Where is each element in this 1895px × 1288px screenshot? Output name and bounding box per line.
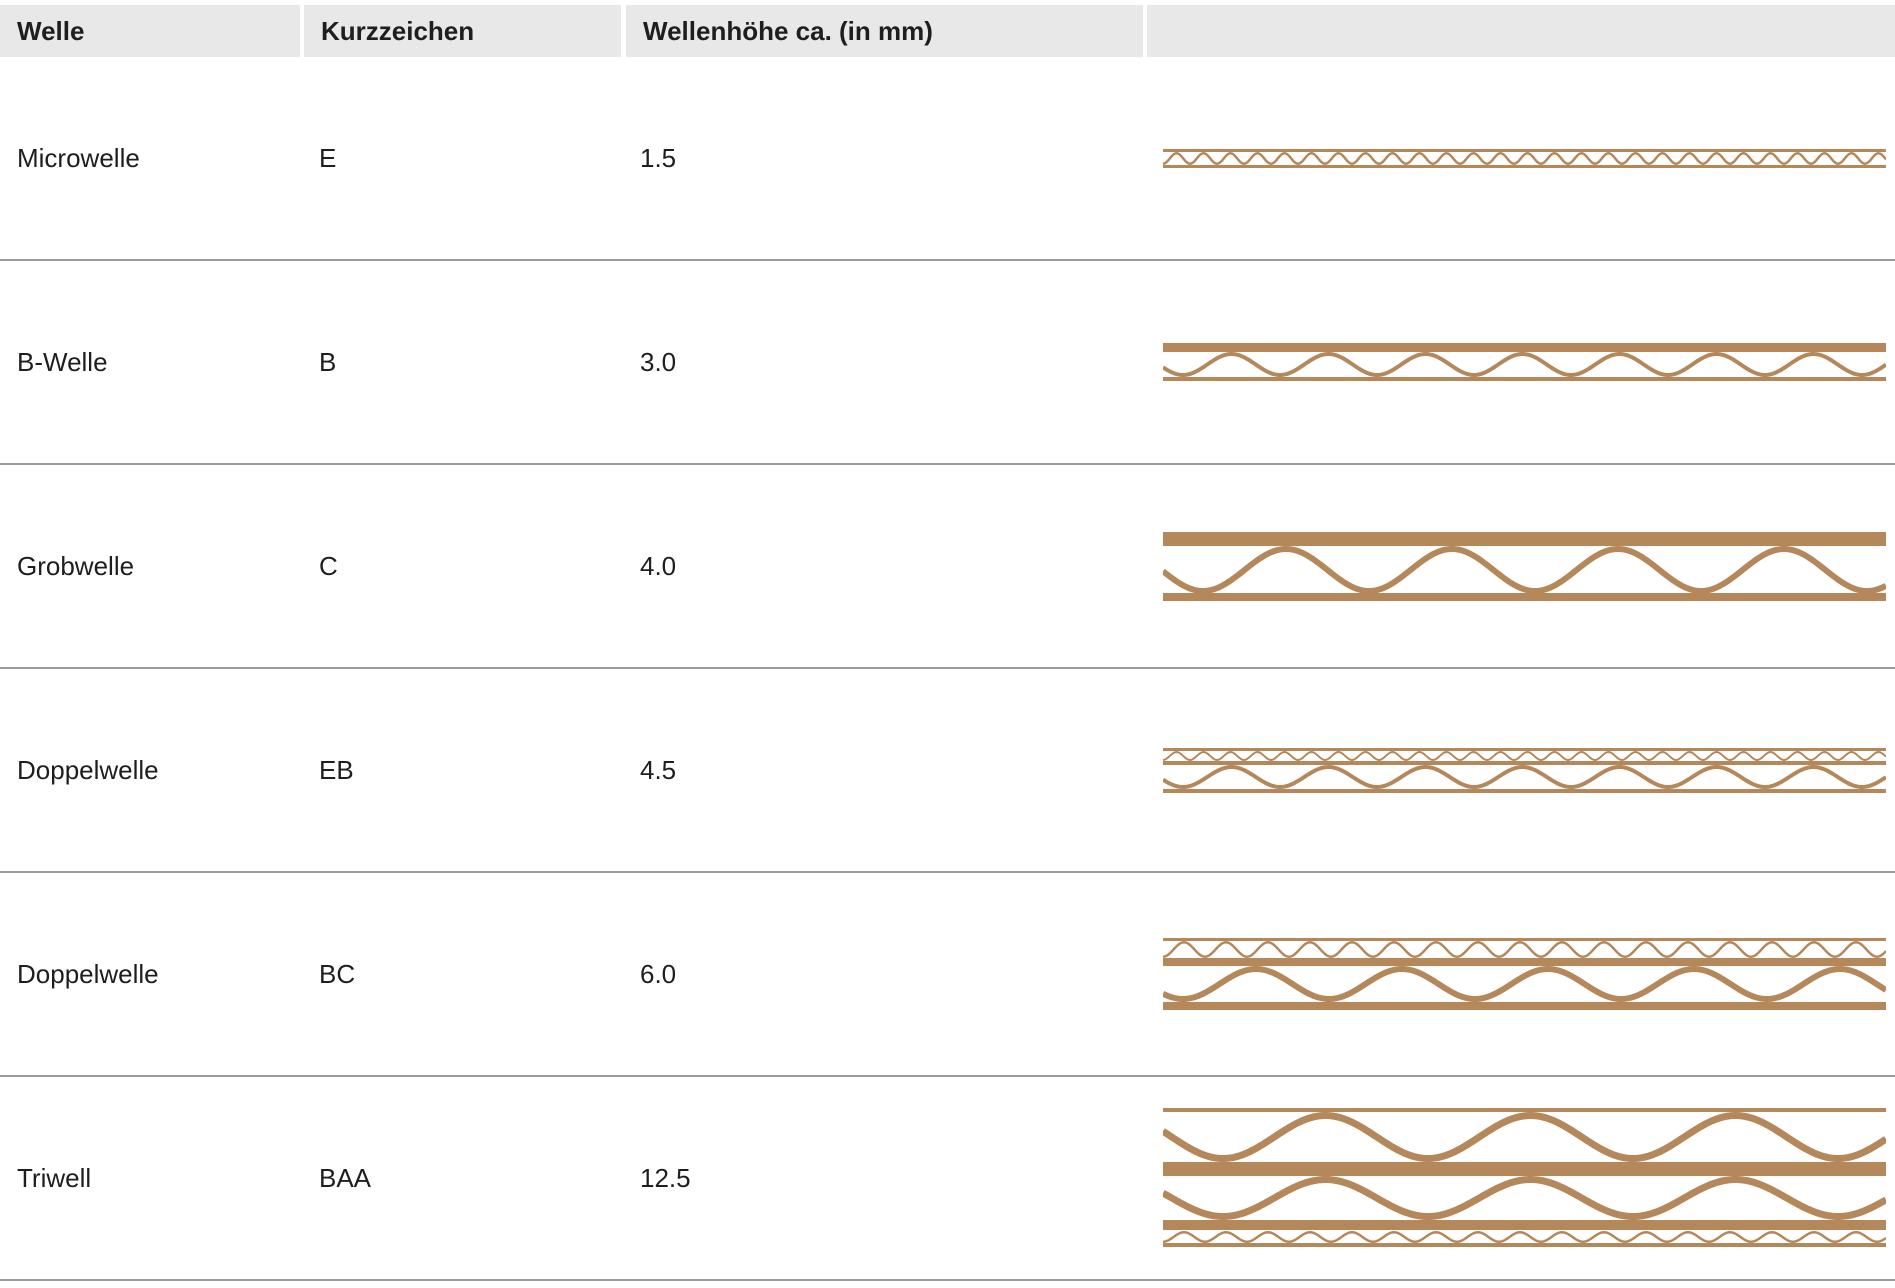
flute-wave: [1163, 940, 1886, 959]
flute-profile-illustration: [1163, 149, 1886, 168]
cell-wellenhoehe: 3.0: [640, 347, 677, 377]
cell-wellenhoehe: 4.0: [640, 551, 677, 581]
flute-wave: [1163, 151, 1886, 166]
flute-wave: [1163, 764, 1886, 790]
cell-welle: Doppelwelle: [17, 755, 159, 785]
liner-layer: [1163, 532, 1886, 546]
cell-kurzzeichen: C: [319, 551, 338, 581]
liner-layer: [1163, 958, 1886, 966]
liner-layer: [1163, 149, 1886, 152]
cell-welle: Doppelwelle: [17, 959, 159, 989]
liner-layer: [1163, 1243, 1886, 1247]
cell-wellenhoehe: 6.0: [640, 959, 677, 989]
cell-kurzzeichen: BAA: [319, 1163, 372, 1193]
header-kurzzeichen: Kurzzeichen: [304, 5, 621, 57]
cell-welle: Microwelle: [17, 143, 140, 173]
cell-wellenhoehe: 1.5: [640, 143, 677, 173]
liner-layer: [1163, 748, 1886, 751]
cell-wellenhoehe: 4.5: [640, 755, 677, 785]
flute-wave: [1163, 1111, 1886, 1163]
liner-layer: [1163, 1220, 1886, 1230]
flute-wave: [1163, 750, 1886, 762]
cell-welle: Grobwelle: [17, 551, 135, 581]
header-wellenhoehe: Wellenhöhe ca. (in mm): [626, 5, 1143, 57]
header-illustration: [1147, 5, 1895, 57]
liner-layer: [1163, 1108, 1886, 1112]
flute-profile-illustration: [1163, 938, 1886, 1010]
cell-kurzzeichen: B: [319, 347, 337, 377]
flute-wave: [1163, 1230, 1886, 1244]
table-row: B-Welle B 3.0: [0, 261, 1895, 465]
flute-wave: [1163, 545, 1886, 595]
liner-layer: [1163, 1002, 1886, 1010]
flute-wave: [1163, 1175, 1886, 1221]
liner-layer: [1163, 789, 1886, 793]
cell-wellenhoehe: 12.5: [640, 1163, 691, 1193]
cell-kurzzeichen: E: [319, 143, 337, 173]
table-row: Grobwelle C 4.0: [0, 465, 1895, 669]
liner-layer: [1163, 761, 1886, 765]
cell-welle: B-Welle: [17, 347, 108, 377]
liner-layer: [1163, 593, 1886, 601]
cell-kurzzeichen: BC: [319, 959, 356, 989]
table-row: Doppelwelle EB 4.5: [0, 669, 1895, 873]
liner-layer: [1163, 1162, 1886, 1176]
liner-layer: [1163, 343, 1886, 352]
liner-layer: [1163, 377, 1886, 381]
flute-profile-illustration: [1163, 343, 1886, 381]
cell-kurzzeichen: EB: [319, 755, 354, 785]
cell-welle: Triwell: [17, 1163, 92, 1193]
flute-wave: [1163, 965, 1886, 1003]
table-row: Microwelle E 1.5: [0, 57, 1895, 261]
liner-layer: [1163, 165, 1886, 168]
flute-profile-illustration: [1163, 532, 1886, 601]
table-row: Doppelwelle BC 6.0: [0, 873, 1895, 1077]
flute-profile-illustration: [1163, 748, 1886, 793]
flute-profile-illustration: [1163, 1108, 1886, 1247]
flute-wave: [1163, 351, 1886, 378]
header-welle: Welle: [0, 5, 300, 57]
table-row: Triwell BAA 12.5: [0, 1077, 1895, 1281]
liner-layer: [1163, 938, 1886, 941]
